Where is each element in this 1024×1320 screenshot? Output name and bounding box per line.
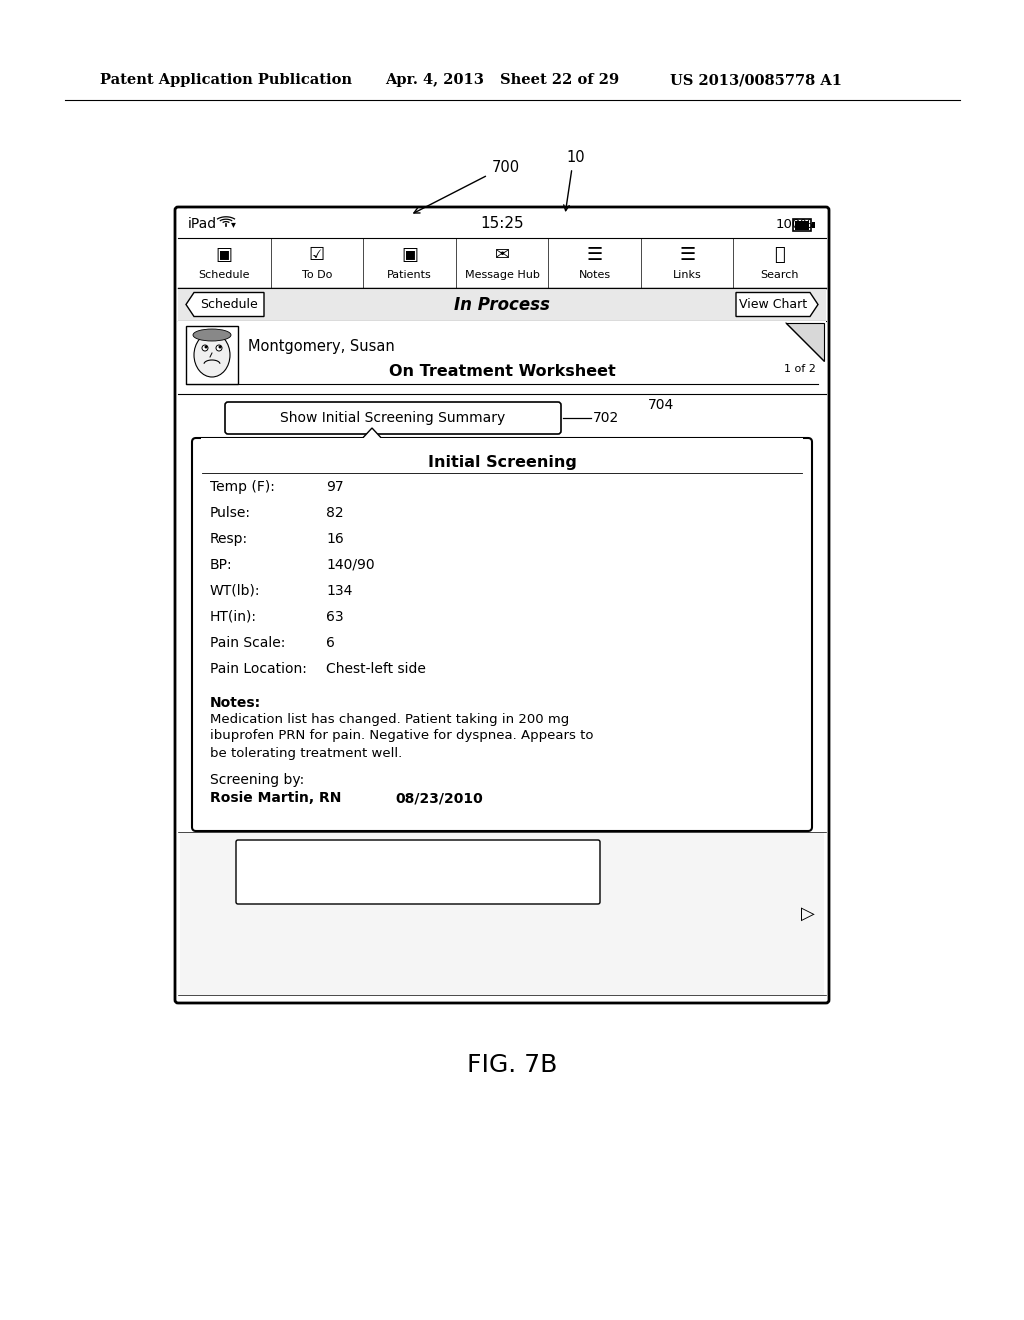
Text: 1 of 2: 1 of 2 bbox=[784, 364, 816, 374]
FancyBboxPatch shape bbox=[193, 438, 812, 832]
Text: 134: 134 bbox=[326, 583, 352, 598]
Circle shape bbox=[218, 346, 221, 348]
Polygon shape bbox=[359, 428, 385, 442]
Text: Montgomery, Susan: Montgomery, Susan bbox=[248, 338, 394, 354]
Text: Temp (F):: Temp (F): bbox=[210, 480, 274, 494]
Text: iPad: iPad bbox=[188, 216, 217, 231]
Text: Pain Location:: Pain Location: bbox=[210, 663, 307, 676]
Text: 10: 10 bbox=[566, 150, 585, 165]
Circle shape bbox=[216, 345, 222, 351]
Text: Initial Screening: Initial Screening bbox=[428, 454, 577, 470]
Text: 700: 700 bbox=[492, 161, 520, 176]
Text: Notes: Notes bbox=[579, 271, 610, 280]
Text: 16: 16 bbox=[326, 532, 344, 546]
Bar bbox=[795, 220, 809, 230]
Text: Search: Search bbox=[761, 271, 799, 280]
Bar bbox=[180, 832, 824, 995]
Bar bbox=[178, 288, 826, 321]
Text: Resp:: Resp: bbox=[210, 532, 248, 546]
Text: HT(in):: HT(in): bbox=[210, 610, 257, 624]
Text: Message Hub: Message Hub bbox=[465, 271, 540, 280]
FancyBboxPatch shape bbox=[236, 840, 600, 904]
Text: Show Initial Screening Summary: Show Initial Screening Summary bbox=[281, 411, 506, 425]
Text: Pulse:: Pulse: bbox=[210, 506, 251, 520]
Text: ibuprofen PRN for pain. Negative for dyspnea. Appears to: ibuprofen PRN for pain. Negative for dys… bbox=[210, 730, 594, 742]
Text: ☰: ☰ bbox=[587, 246, 603, 264]
Text: Links: Links bbox=[673, 271, 701, 280]
Text: Notes:: Notes: bbox=[210, 696, 261, 710]
Text: ☰: ☰ bbox=[679, 246, 695, 264]
Text: Patients: Patients bbox=[387, 271, 432, 280]
Text: 15:25: 15:25 bbox=[480, 216, 524, 231]
Text: Sheet 22 of 29: Sheet 22 of 29 bbox=[500, 73, 620, 87]
Text: 63: 63 bbox=[326, 610, 344, 624]
Text: Apr. 4, 2013: Apr. 4, 2013 bbox=[385, 73, 484, 87]
Text: WT(lb):: WT(lb): bbox=[210, 583, 260, 598]
Text: 08/23/2010: 08/23/2010 bbox=[395, 791, 482, 805]
Text: Screening by:: Screening by: bbox=[210, 774, 304, 787]
Text: 100%: 100% bbox=[776, 218, 814, 231]
Polygon shape bbox=[786, 323, 824, 360]
Text: View Chart: View Chart bbox=[739, 298, 807, 312]
Text: 82: 82 bbox=[326, 506, 344, 520]
Polygon shape bbox=[186, 293, 264, 317]
Text: ⌕: ⌕ bbox=[774, 246, 785, 264]
Text: Schedule: Schedule bbox=[199, 271, 250, 280]
Text: 704: 704 bbox=[648, 399, 674, 412]
Text: FIG. 7B: FIG. 7B bbox=[467, 1053, 557, 1077]
Bar bbox=[201, 438, 803, 444]
Text: ▾: ▾ bbox=[231, 219, 236, 228]
Text: 140/90: 140/90 bbox=[326, 558, 375, 572]
Text: ▣: ▣ bbox=[401, 246, 418, 264]
Text: To Do: To Do bbox=[302, 271, 332, 280]
Text: ☑: ☑ bbox=[309, 246, 325, 264]
Text: Pain Scale:: Pain Scale: bbox=[210, 636, 286, 649]
Text: ✉: ✉ bbox=[495, 246, 510, 264]
Text: be tolerating treatment well.: be tolerating treatment well. bbox=[210, 747, 402, 759]
Text: BP:: BP: bbox=[210, 558, 232, 572]
Bar bbox=[178, 321, 826, 393]
Text: ▣: ▣ bbox=[216, 246, 232, 264]
FancyBboxPatch shape bbox=[175, 207, 829, 1003]
Bar bbox=[811, 222, 814, 228]
Text: 6: 6 bbox=[326, 636, 335, 649]
Bar bbox=[793, 219, 811, 231]
Text: 97: 97 bbox=[326, 480, 344, 494]
Text: Medication list has changed. Patient taking in 200 mg: Medication list has changed. Patient tak… bbox=[210, 713, 569, 726]
Polygon shape bbox=[736, 293, 818, 317]
Text: Patent Application Publication: Patent Application Publication bbox=[100, 73, 352, 87]
Ellipse shape bbox=[194, 333, 230, 378]
Circle shape bbox=[202, 345, 208, 351]
FancyBboxPatch shape bbox=[225, 403, 561, 434]
Text: 702: 702 bbox=[593, 411, 620, 425]
Text: Rosie Martin, RN: Rosie Martin, RN bbox=[210, 791, 341, 805]
Bar bbox=[186, 326, 238, 384]
Circle shape bbox=[205, 346, 208, 348]
Text: In Process: In Process bbox=[454, 296, 550, 314]
Text: US 2013/0085778 A1: US 2013/0085778 A1 bbox=[670, 73, 842, 87]
Text: Chest-left side: Chest-left side bbox=[326, 663, 426, 676]
Text: ▷: ▷ bbox=[801, 904, 815, 923]
Ellipse shape bbox=[193, 329, 231, 341]
Text: Schedule: Schedule bbox=[200, 298, 258, 312]
Text: On Treatment Worksheet: On Treatment Worksheet bbox=[389, 363, 615, 379]
